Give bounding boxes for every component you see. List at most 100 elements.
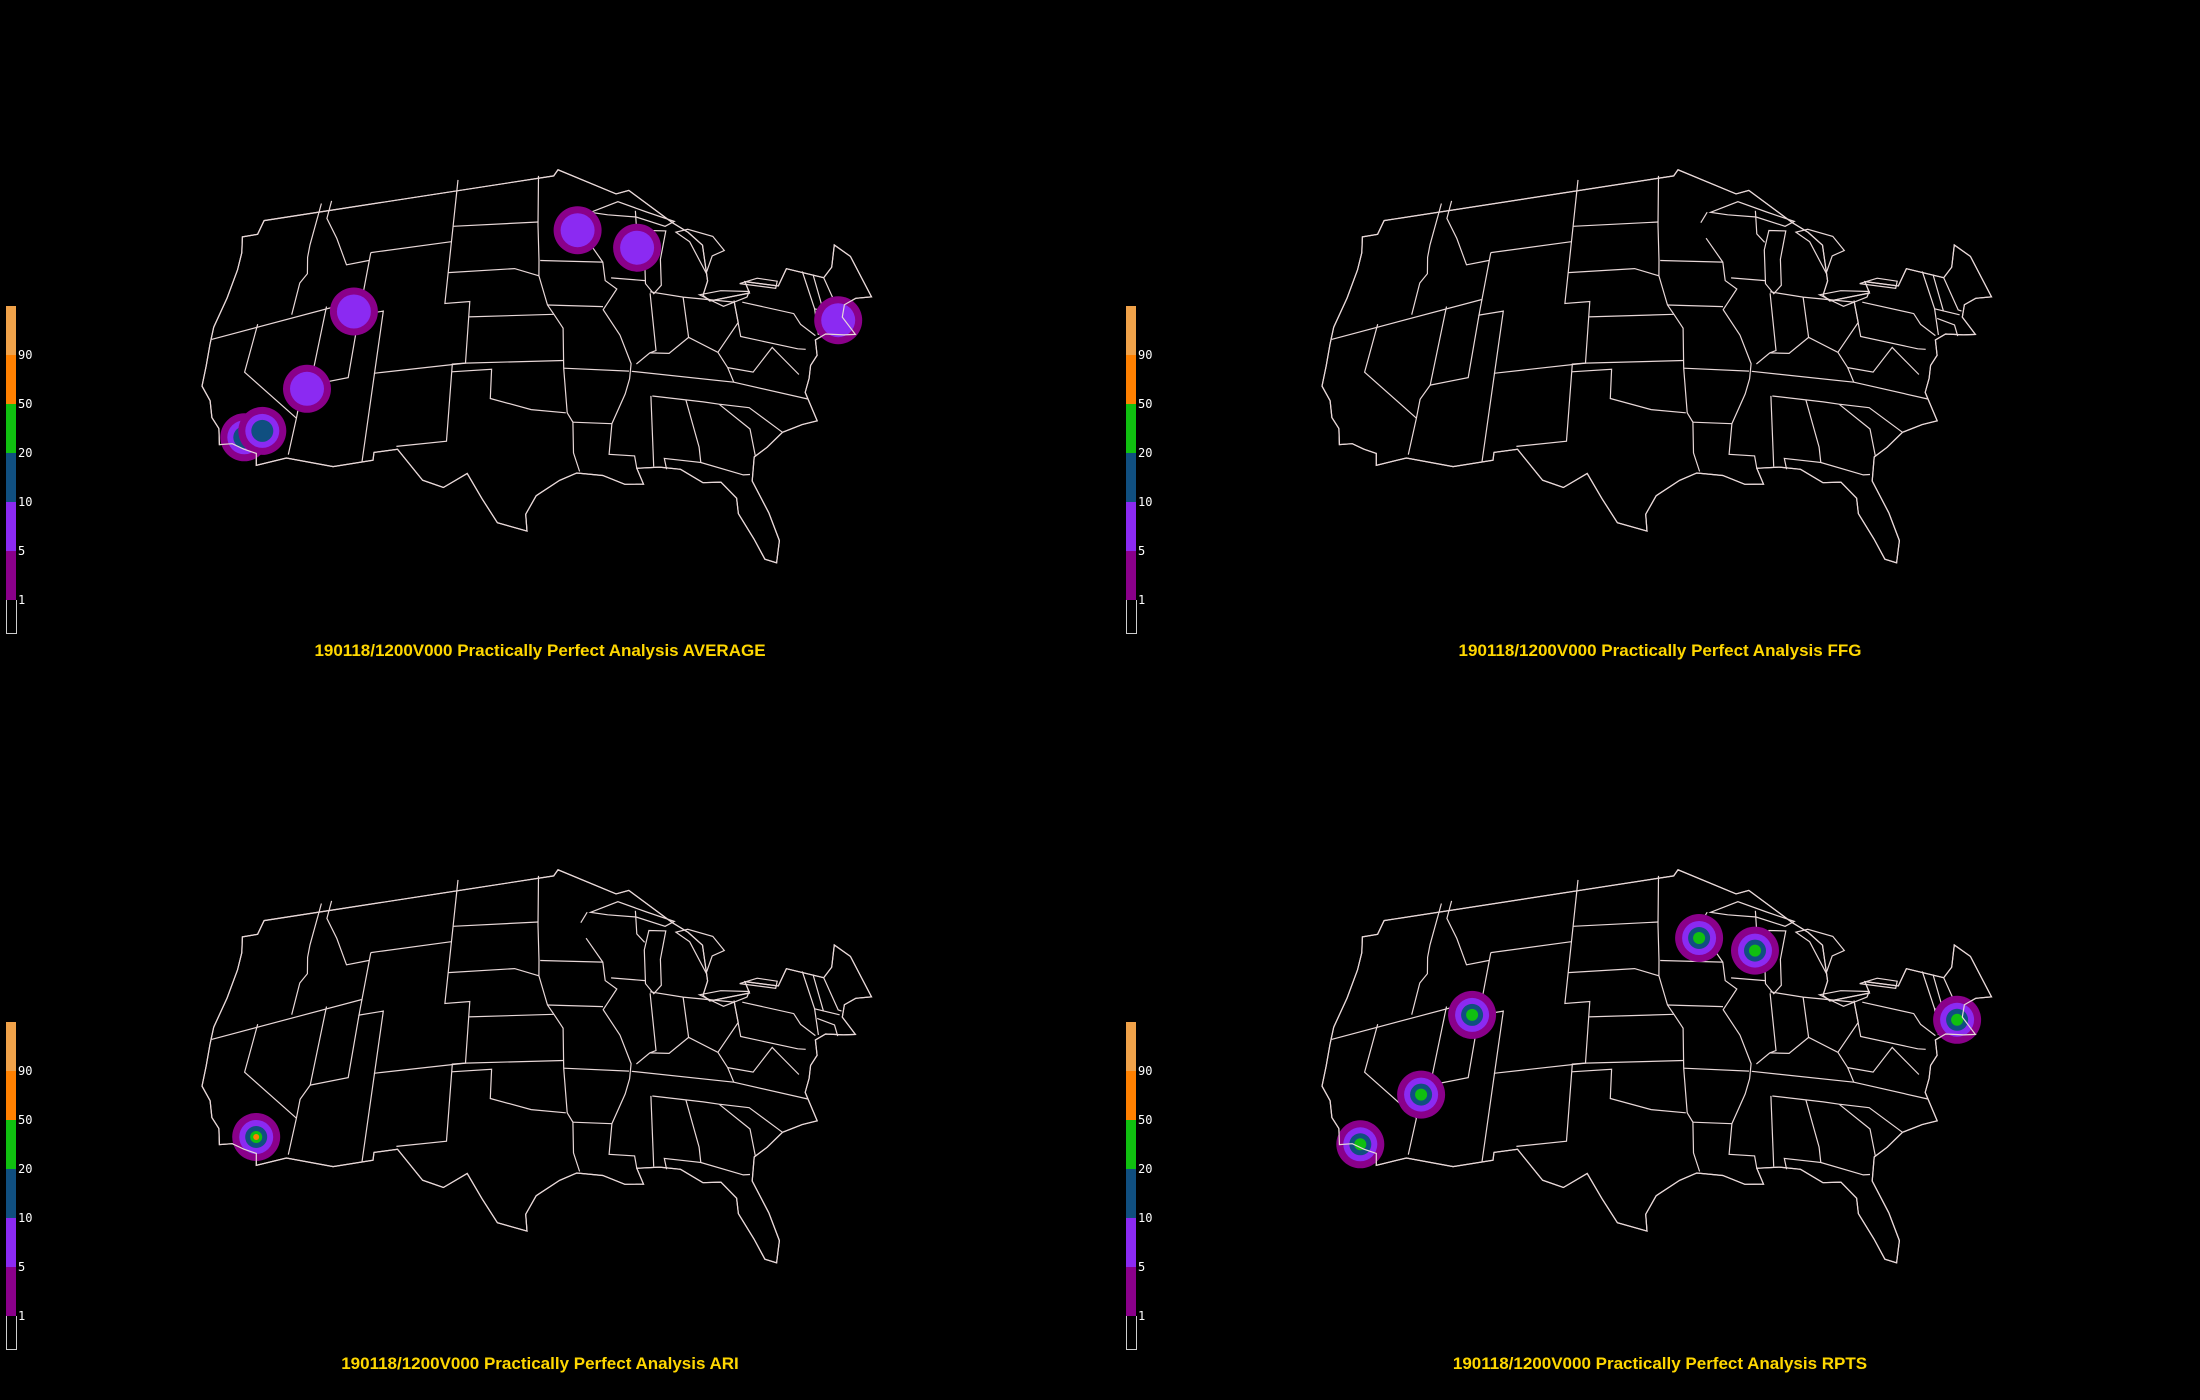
state-border xyxy=(649,291,735,303)
state-border xyxy=(1411,903,1442,1015)
panel-caption: 190118/1200V000 Practically Perfect Anal… xyxy=(314,641,766,660)
great-lake xyxy=(1708,901,1796,927)
great-lake xyxy=(697,290,751,307)
state-border xyxy=(358,252,385,462)
state-border xyxy=(563,367,630,372)
probability-blob xyxy=(1731,926,1779,975)
legend-tick: 50 xyxy=(1138,397,1153,411)
legend-swatch-90plus xyxy=(1126,306,1136,355)
state-border xyxy=(1657,875,1701,1172)
state-border xyxy=(1705,937,1758,1169)
state-border xyxy=(1756,293,1777,365)
state-border xyxy=(1731,977,1766,982)
probability-blob xyxy=(613,223,662,272)
state-border xyxy=(1516,179,1591,447)
state-border xyxy=(1446,200,1490,266)
legend-tick: 20 xyxy=(18,1162,33,1176)
legend-tick: 50 xyxy=(18,397,33,411)
panel-caption: 190118/1200V000 Practically Perfect Anal… xyxy=(1458,641,1862,660)
state-border xyxy=(291,203,322,315)
state-border xyxy=(465,1059,564,1064)
probability-blob xyxy=(1397,1070,1446,1119)
state-border xyxy=(1932,274,1945,312)
legend-tick: 1 xyxy=(1138,1309,1146,1323)
state-border xyxy=(447,267,540,277)
state-border xyxy=(358,952,385,1162)
state-border xyxy=(1754,210,1766,243)
state-border xyxy=(718,403,756,456)
great-lake xyxy=(588,901,676,927)
legend-tick: 90 xyxy=(1138,348,1153,362)
state-border xyxy=(823,977,842,1012)
state-border xyxy=(370,941,452,954)
state-border xyxy=(636,293,657,365)
legend-tick: 5 xyxy=(18,544,26,558)
state-border xyxy=(1683,367,1750,372)
state-border xyxy=(718,1103,756,1156)
probability-blob xyxy=(553,206,602,255)
state-border xyxy=(547,304,604,308)
probability-blob xyxy=(1448,990,1497,1039)
state-border xyxy=(1853,1000,1926,1050)
legend-tick: 50 xyxy=(1138,1113,1153,1127)
state-border xyxy=(1490,941,1572,954)
probability-blob xyxy=(814,296,863,345)
probability-ring xyxy=(1415,1088,1428,1101)
state-border xyxy=(291,903,322,1015)
state-border xyxy=(816,1017,839,1037)
state-border xyxy=(580,911,588,924)
legend-tick: 20 xyxy=(1138,446,1153,460)
great-lake xyxy=(1817,990,1871,1007)
us-outline xyxy=(201,869,873,1264)
probability-ring xyxy=(1466,1008,1479,1021)
state-border xyxy=(727,1046,800,1075)
state-border xyxy=(1478,252,1505,462)
probability-ring xyxy=(1749,944,1761,957)
state-border xyxy=(540,259,603,263)
state-border xyxy=(243,1024,297,1119)
panel-caption: 190118/1200V000 Practically Perfect Anal… xyxy=(1452,1354,1868,1373)
state-border xyxy=(370,241,452,254)
state-border xyxy=(1700,211,1708,224)
panel-average: 90 50 20 10 5 1 190118/1200V000 Practica… xyxy=(0,0,1100,700)
us-outline xyxy=(1321,169,1993,564)
legend-swatch-1 xyxy=(1126,551,1136,600)
probability-ring xyxy=(1693,932,1706,944)
legend-swatch-5 xyxy=(6,1218,16,1267)
legend-swatch-5 xyxy=(1126,502,1136,551)
state-border xyxy=(1936,317,1959,337)
legend-tick: 10 xyxy=(18,1211,33,1225)
us-outline xyxy=(1321,869,1993,1264)
probability-ring xyxy=(290,371,324,406)
state-border xyxy=(452,221,539,227)
state-border xyxy=(1769,991,1855,1003)
legend-tick: 10 xyxy=(18,495,33,509)
map-ffg xyxy=(1321,169,1993,564)
state-border xyxy=(652,1095,783,1133)
state-border xyxy=(572,421,612,425)
state-border xyxy=(1783,399,1822,470)
state-border xyxy=(1667,304,1724,308)
legend-swatch-50 xyxy=(1126,1071,1136,1120)
state-border xyxy=(1572,221,1659,227)
state-border xyxy=(1820,461,1871,476)
state-border xyxy=(1731,277,1766,282)
legend-tick: 10 xyxy=(1138,495,1153,509)
state-border xyxy=(611,277,646,282)
state-border xyxy=(373,362,466,374)
legend-swatch-empty xyxy=(1126,600,1137,634)
state-border xyxy=(1838,403,1876,456)
state-border xyxy=(243,324,297,419)
state-border xyxy=(1705,237,1758,469)
map-average xyxy=(201,169,873,564)
us-outline xyxy=(201,169,873,564)
state-border xyxy=(1756,993,1777,1065)
state-border xyxy=(1692,1121,1732,1125)
probability-ring xyxy=(253,1134,260,1140)
state-border xyxy=(1751,1070,1928,1100)
us-outline xyxy=(1321,869,1993,1264)
state-border xyxy=(742,1001,816,1037)
state-border xyxy=(1838,1103,1876,1156)
legend-swatch-empty xyxy=(6,1316,17,1350)
state-border xyxy=(636,993,657,1065)
